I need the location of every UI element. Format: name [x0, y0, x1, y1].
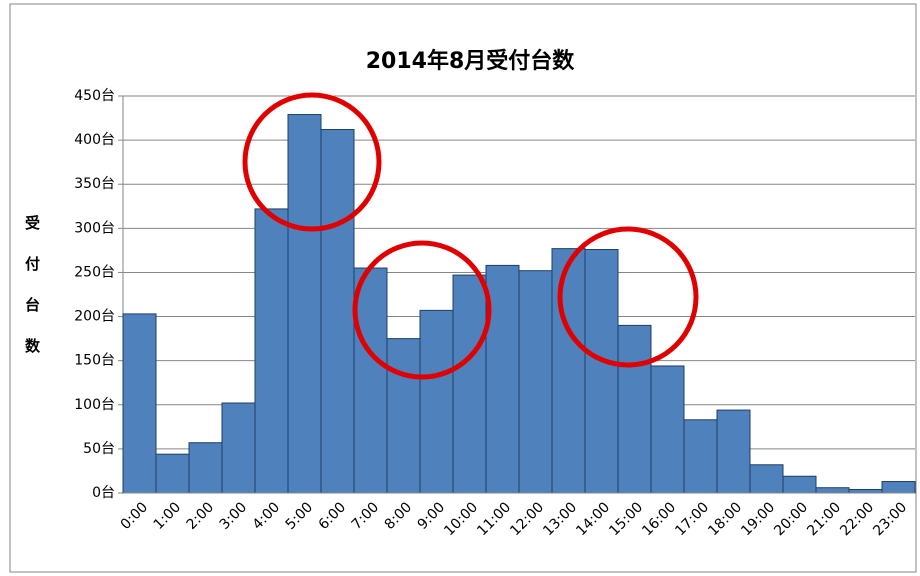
bar: [716, 409, 751, 494]
bar: [551, 248, 586, 494]
bar: [320, 129, 355, 494]
y-tick-label: 200台: [74, 309, 115, 325]
bar: [188, 442, 223, 494]
y-tick-label: 400台: [74, 132, 115, 148]
bar: [617, 324, 652, 494]
bar: [155, 453, 190, 494]
bar: [353, 267, 388, 494]
bar: [683, 419, 718, 494]
bar: [848, 488, 883, 494]
bar: [386, 338, 421, 494]
bar: [518, 270, 553, 494]
y-tick-label: 450台: [74, 88, 115, 104]
y-tick-label: 150台: [74, 353, 115, 369]
bar: [287, 114, 322, 494]
bar: [782, 475, 817, 494]
y-tick-label: 100台: [74, 397, 115, 413]
y-tick-label: 0台: [92, 485, 115, 501]
y-tick-label: 300台: [74, 220, 115, 236]
bar: [452, 274, 487, 494]
highlight-circle: [242, 92, 382, 232]
bar: [254, 208, 289, 494]
bar: [650, 365, 685, 494]
bar: [749, 464, 784, 494]
y-tick-label: 250台: [74, 264, 115, 280]
highlight-circle: [557, 226, 699, 368]
bar: [122, 313, 157, 494]
y-tick-label: 50台: [83, 441, 115, 457]
y-tick-label: 350台: [74, 176, 115, 192]
bar: [221, 402, 256, 494]
bar: [419, 309, 454, 494]
chart-title: 2014年8月受付台数: [366, 48, 576, 74]
bar: [485, 264, 520, 494]
bar: [881, 481, 916, 494]
highlight-circle: [352, 240, 492, 380]
bar: [584, 249, 619, 494]
y-axis-label: 受付台数: [23, 214, 41, 379]
bar: [815, 487, 850, 494]
